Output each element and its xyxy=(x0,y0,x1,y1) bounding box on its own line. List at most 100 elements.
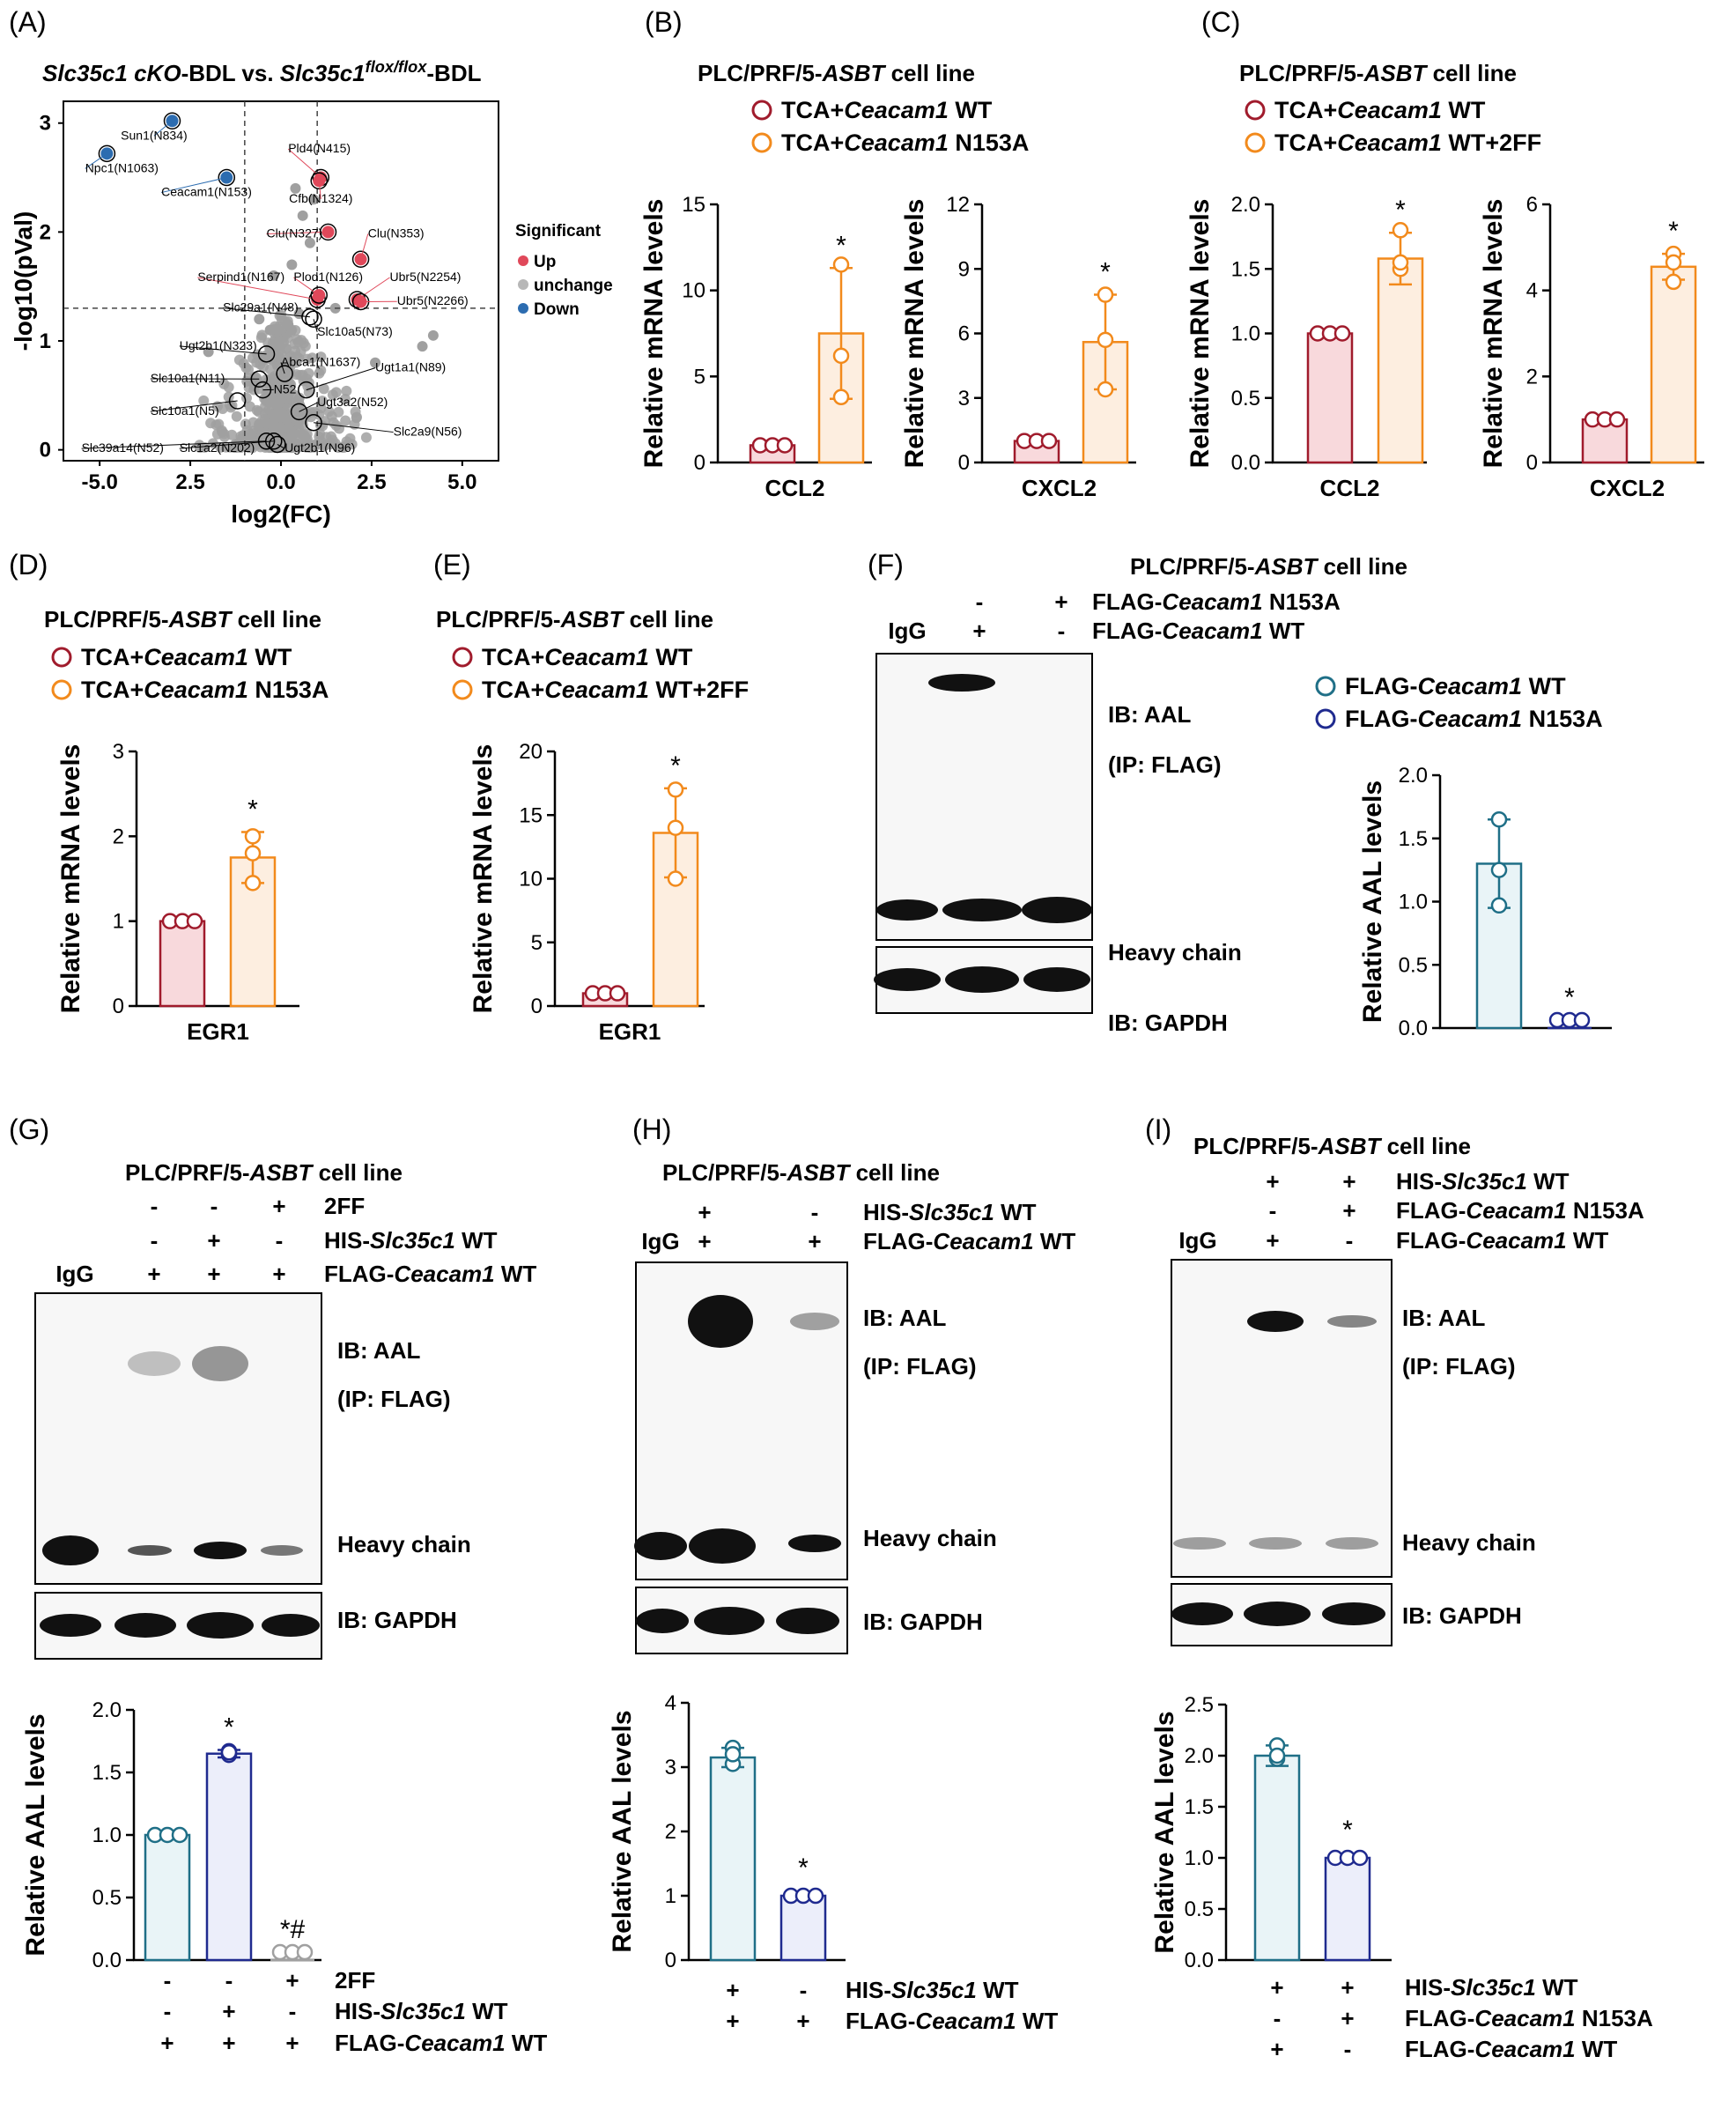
point-label: Serpind1(N167) xyxy=(197,270,284,284)
blot-label: (IP: FLAG) xyxy=(863,1353,977,1380)
y-tick-label: 0 xyxy=(694,451,705,475)
y-tick-label: 4 xyxy=(665,1691,676,1715)
x-axis-label: log2(FC) xyxy=(231,500,331,528)
data-point xyxy=(186,913,203,929)
y-tick-label: 0 xyxy=(1526,451,1538,475)
y-tick-label: 4 xyxy=(1526,279,1538,303)
label-part: HIS- xyxy=(335,1998,380,2024)
label-part: PLC/PRF/5- xyxy=(698,60,823,86)
significance-mark: * xyxy=(247,795,258,825)
y-tick-label: 1.0 xyxy=(1231,322,1260,346)
label-part: HIS- xyxy=(1405,1974,1451,2001)
lane-sign: + xyxy=(160,2030,174,2056)
point-unchange xyxy=(351,411,363,423)
f-row1-label: FLAG-Ceacam1 N153A xyxy=(1092,588,1341,615)
data-point xyxy=(667,781,684,798)
label-part: TCA+ xyxy=(81,677,144,703)
point-unchange xyxy=(427,329,439,341)
i-row-label: FLAG-Ceacam1 N153A xyxy=(1396,1197,1644,1224)
point-unchange xyxy=(286,259,298,270)
label-part: Slc35c1 xyxy=(1451,1974,1536,2001)
label-part: WT xyxy=(994,1199,1037,1225)
label-part: HIS- xyxy=(324,1227,370,1254)
blot-band xyxy=(945,966,1019,993)
leader-line xyxy=(277,444,285,449)
label-part: PLC/PRF/5- xyxy=(662,1159,787,1186)
legend-marker xyxy=(1315,676,1336,697)
blot-label: (IP: FLAG) xyxy=(1402,1353,1516,1380)
point-label: Clu(N353) xyxy=(368,226,425,240)
lane-sign: + xyxy=(222,1998,235,2024)
label-part: PLC/PRF/5- xyxy=(1130,553,1255,580)
data-point xyxy=(832,256,850,273)
chart-B2: 0 3 6 9 12 Relative mRNA levels * CXCL2 xyxy=(900,193,1136,501)
blot-band xyxy=(688,1295,753,1348)
y-tick-label: 0.0 xyxy=(1231,451,1260,475)
point-label: Ubr5(N2254) xyxy=(390,270,462,284)
lane-sign: + xyxy=(796,2008,809,2034)
y-axis-label: Relative mRNA levels xyxy=(639,199,669,469)
panel-f-legend-label: FLAG-Ceacam1 WT xyxy=(1345,673,1566,699)
label-part: Ceacam1 xyxy=(1474,2036,1575,2062)
x-category-label: CCL2 xyxy=(1320,475,1380,501)
y-axis-label: Relative mRNA levels xyxy=(56,744,85,1014)
data-point xyxy=(776,437,794,454)
point-label: Pld4(N415) xyxy=(288,141,351,155)
point-unchange xyxy=(285,431,297,442)
label-part: WT xyxy=(455,1227,498,1254)
data-point xyxy=(171,1826,188,1844)
lane-sign: - xyxy=(151,1193,159,1219)
panel-g-title: PLC/PRF/5-ASBT cell line xyxy=(125,1159,403,1186)
panel-letter-g: (G) xyxy=(9,1113,49,1145)
label-part: Ceacam1 xyxy=(915,2008,1016,2034)
point-unchange xyxy=(283,319,294,330)
point-label: Slc29a1(N48) xyxy=(223,300,299,314)
significance-mark: * xyxy=(1342,1816,1353,1845)
g-bottom-row-label: FLAG-Ceacam1 WT xyxy=(335,2030,547,2056)
blot-band xyxy=(788,1535,841,1552)
data-point xyxy=(609,985,626,1002)
point-unchange xyxy=(274,310,285,322)
blot-frame xyxy=(1171,1259,1392,1578)
lane-sign: - xyxy=(976,588,984,615)
point-unchange xyxy=(240,418,251,430)
data-point xyxy=(220,1744,238,1761)
label-part: cell line xyxy=(884,60,975,86)
label-part: cell line xyxy=(312,1159,403,1186)
bar xyxy=(1082,341,1129,464)
legend-marker xyxy=(751,100,772,121)
panel-b-legend-label: TCA+Ceacam1 WT xyxy=(781,97,993,123)
blot-band xyxy=(1173,1537,1226,1550)
y-tick-label: 1.5 xyxy=(1185,1795,1214,1819)
label-part: Ceacam1 xyxy=(1417,706,1522,732)
legend-marker xyxy=(1245,100,1266,121)
label-part: WT xyxy=(495,1261,537,1287)
lane-sign: + xyxy=(285,2030,299,2056)
blot-band xyxy=(1322,1602,1385,1625)
point-ring xyxy=(163,112,181,130)
label-part: Ceacam1 xyxy=(1337,129,1442,156)
point-label: Slc39a14(N52) xyxy=(82,440,164,455)
chart-E: 0 5 10 15 20 Relative mRNA levels * EGR1 xyxy=(469,740,705,1045)
point-ring xyxy=(265,432,283,450)
y-tick-label: 9 xyxy=(958,257,970,281)
y-tick-label: 15 xyxy=(519,803,543,827)
blot-band xyxy=(115,1613,176,1638)
lane-sign: + xyxy=(808,1228,821,1254)
point-unchange xyxy=(223,381,234,393)
leader-line xyxy=(280,362,285,374)
h-bottom-row-label: FLAG-Ceacam1 WT xyxy=(846,2008,1058,2034)
panel-f-legend-label: FLAG-Ceacam1 N153A xyxy=(1345,706,1603,732)
label-part: Ceacam1 xyxy=(933,1228,1033,1254)
y-axis-label: Relative mRNA levels xyxy=(1479,199,1508,469)
y-tick-label: 10 xyxy=(682,279,705,303)
blot-band xyxy=(634,1532,687,1560)
label-part: cell line xyxy=(231,606,321,633)
leader-line xyxy=(306,367,376,391)
h-bottom-row-label: HIS-Slc35c1 WT xyxy=(846,1977,1019,2003)
significance-mark: * xyxy=(836,231,846,260)
label-part: HIS- xyxy=(863,1199,909,1225)
bar xyxy=(709,1756,757,1962)
blot-band xyxy=(790,1313,839,1330)
blot-label: Heavy chain xyxy=(1402,1529,1536,1556)
